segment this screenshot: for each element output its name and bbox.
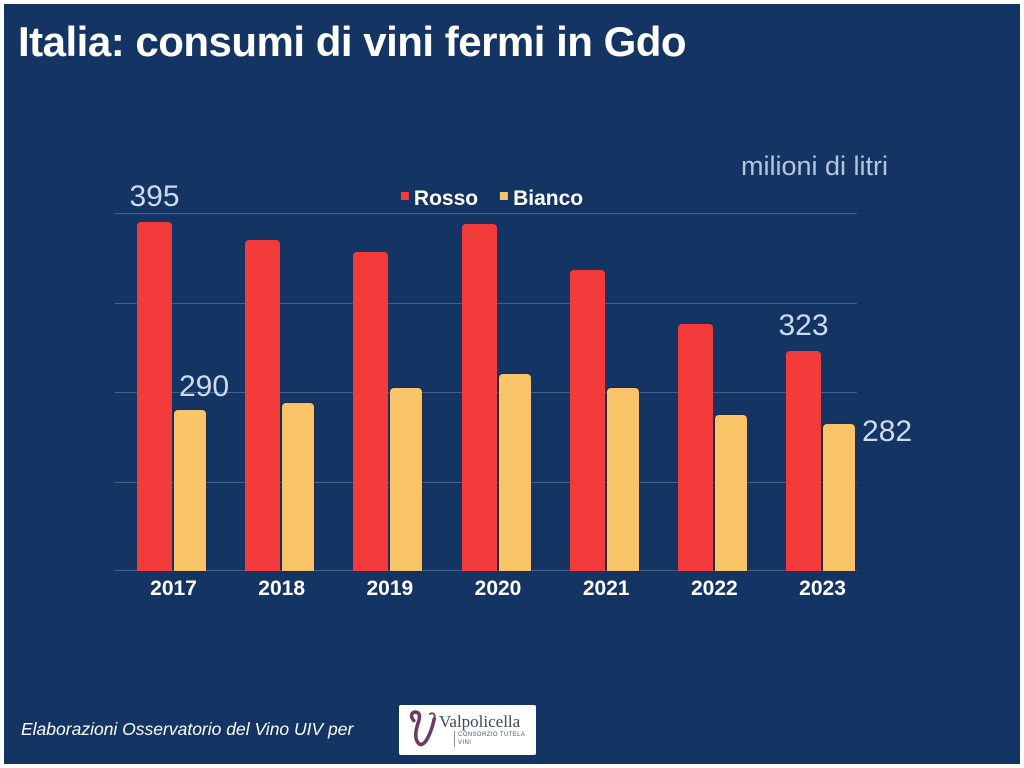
bar-bianco-2021 xyxy=(606,388,639,571)
legend-label-rosso: Rosso xyxy=(413,187,479,210)
bar-rosso-2022 xyxy=(677,323,713,571)
bar-bianco-2023 xyxy=(823,424,856,571)
bar-bianco-2019 xyxy=(390,388,423,571)
x-axis-label-2020: 2020 xyxy=(474,577,522,600)
page-title: Italia: consumi di vini fermi in Gdo xyxy=(18,18,687,65)
legend-item-rosso: Rosso xyxy=(400,187,479,211)
y-axis-unit-label: milioni di litri xyxy=(740,151,888,181)
bar-rosso-2020 xyxy=(461,223,497,571)
bar-rosso-2019 xyxy=(353,252,389,571)
logo-subtitle: CONSORZIO TUTELA VINI xyxy=(454,730,530,748)
x-axis-label-2019: 2019 xyxy=(366,577,414,600)
bar-rosso-2021 xyxy=(569,270,605,571)
bar-bianco-2020 xyxy=(498,374,531,571)
x-axis-label-2018: 2018 xyxy=(258,577,306,600)
logo-name: Valpolicella xyxy=(439,711,521,731)
valpolicella-logo: Valpolicella CONSORZIO TUTELA VINI xyxy=(399,705,536,755)
bar-bianco-2022 xyxy=(714,415,747,571)
chart-legend: Rosso Bianco xyxy=(400,187,583,211)
bianco-swatch-icon xyxy=(500,192,509,200)
legend-item-bianco: Bianco xyxy=(500,187,583,211)
footer-credit: Elaborazioni Osservatorio del Vino UIV p… xyxy=(21,719,354,739)
logo-text-block: Valpolicella CONSORZIO TUTELA VINI xyxy=(439,711,530,748)
rosso-swatch-icon xyxy=(400,192,409,200)
value-label-bianco-2023: 282 xyxy=(862,415,913,449)
bar-bianco-2018 xyxy=(282,402,315,571)
legend-label-bianco: Bianco xyxy=(513,187,584,210)
valpolicella-v-icon xyxy=(409,710,436,747)
gridline-400 xyxy=(115,213,857,214)
bar-rosso-2018 xyxy=(245,239,281,571)
bar-rosso-2023 xyxy=(786,350,822,571)
x-axis-label-2023: 2023 xyxy=(799,577,846,600)
x-axis-label-2022: 2022 xyxy=(690,577,738,600)
value-label-bianco-2017: 290 xyxy=(179,369,230,403)
x-axis-label-2017: 2017 xyxy=(150,577,197,600)
value-label-rosso-2023: 323 xyxy=(778,308,829,342)
plot-area: 2017 2018 2019 2020 2021 2022 2023 395 290 323 282 xyxy=(115,181,912,600)
x-axis-label-2021: 2021 xyxy=(582,577,630,600)
bar-rosso-2017 xyxy=(137,221,172,571)
value-label-rosso-2017: 395 xyxy=(129,179,180,213)
bar-bianco-2017 xyxy=(174,409,206,571)
